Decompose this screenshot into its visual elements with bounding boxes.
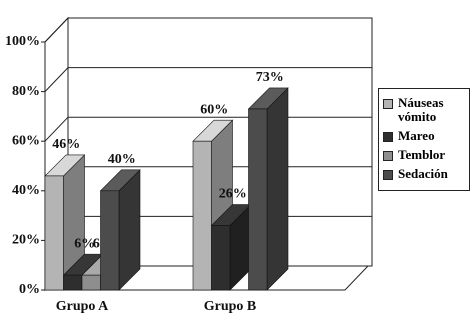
legend-label: Mareo <box>398 128 435 143</box>
data-label: 6% <box>74 236 95 251</box>
legend-swatch <box>383 151 393 161</box>
y-tick-label: 20% <box>12 233 40 248</box>
bar <box>248 108 268 291</box>
legend-label: Temblor <box>398 147 446 162</box>
data-label: 40% <box>108 152 136 167</box>
x-tick-label: Grupo A <box>56 299 109 314</box>
bar <box>192 140 212 291</box>
data-label: 46% <box>52 137 80 152</box>
data-label: 26% <box>219 187 247 202</box>
y-tick-label: 0% <box>19 282 40 297</box>
legend-swatch <box>383 132 393 142</box>
grid-line <box>44 17 372 43</box>
legend-item: Sedación <box>383 167 469 181</box>
bar <box>81 274 101 291</box>
y-tick-label: 40% <box>12 183 40 198</box>
y-tick-label: 100% <box>5 34 40 49</box>
legend-label: Náuseas vómito <box>398 95 444 124</box>
legend-swatch <box>383 99 393 109</box>
legend: Náuseas vómito Mareo Temblor Sedación <box>378 88 470 191</box>
bar-side <box>266 87 289 291</box>
legend-item: Temblor <box>383 148 469 162</box>
y-tick-label: 80% <box>12 84 40 99</box>
bar <box>100 190 120 291</box>
legend-label: Sedación <box>398 166 448 181</box>
bar <box>44 175 64 291</box>
data-label: 60% <box>200 102 228 117</box>
y-tick-label: 60% <box>12 133 40 148</box>
data-label: 73% <box>256 70 284 85</box>
x-tick-label: Grupo B <box>204 299 257 314</box>
bar <box>63 274 83 291</box>
legend-item: Náuseas vómito <box>383 96 469 124</box>
bar <box>211 225 231 291</box>
legend-swatch <box>383 170 393 180</box>
legend-item: Mareo <box>383 129 469 143</box>
grid-line <box>44 67 372 92</box>
